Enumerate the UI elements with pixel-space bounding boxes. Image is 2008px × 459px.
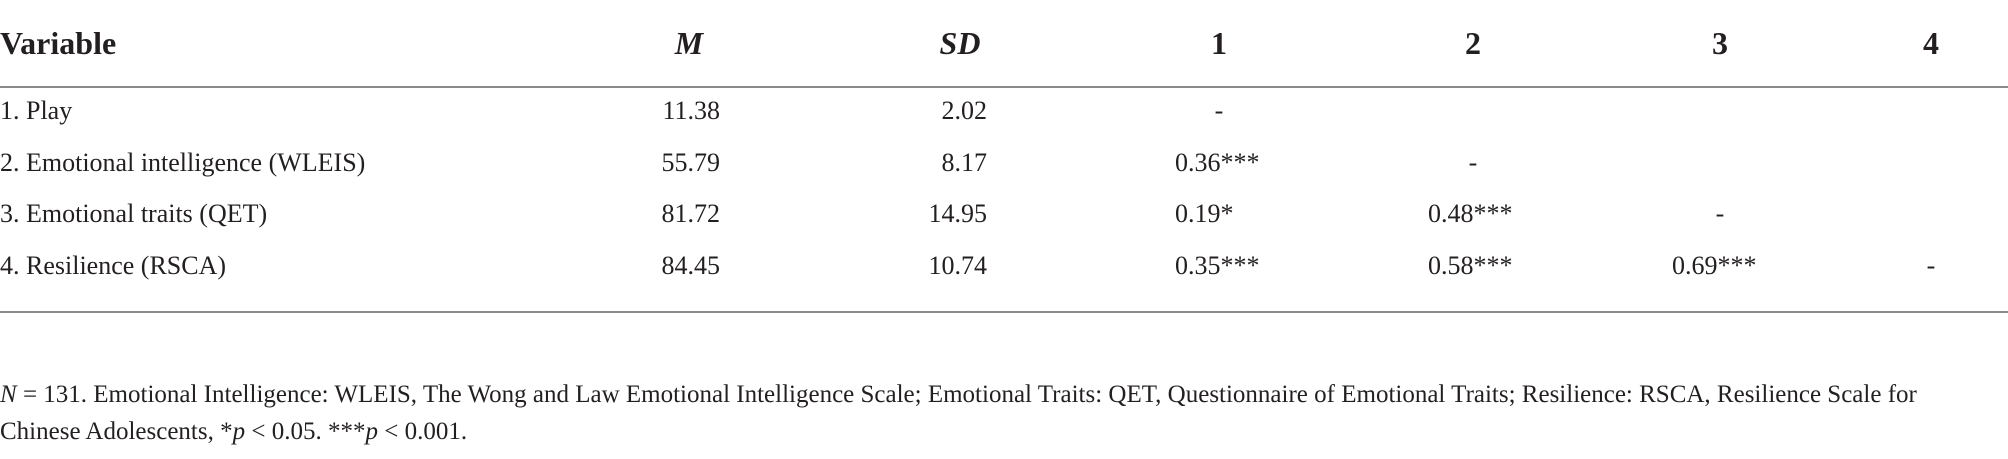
cell: - xyxy=(1926,251,1936,280)
cell: - xyxy=(1214,96,1224,125)
footnote-text: < 0.05. *** xyxy=(245,418,366,445)
cell: 0.48*** xyxy=(1428,199,1513,228)
cell: 2.02 xyxy=(941,96,988,125)
header-rule xyxy=(0,86,2008,88)
column-header: SD xyxy=(939,25,981,61)
footnote-text: p xyxy=(232,418,246,445)
footnote: N = 131. Emotional Intelligence: WLEIS, … xyxy=(0,376,1995,450)
cell: - xyxy=(1715,199,1725,228)
cell: - xyxy=(1468,148,1478,177)
footnote-text: = 131. Emotional Intelligence: WLEIS, Th… xyxy=(0,381,1917,445)
bottom-rule xyxy=(0,311,2008,313)
column-header: 1 xyxy=(1211,25,1227,61)
cell: 0.58*** xyxy=(1428,251,1513,280)
footnote-text: p xyxy=(365,418,378,445)
cell: 11.38 xyxy=(662,96,720,125)
row-label: 1. Play xyxy=(0,96,73,125)
column-header: Variable xyxy=(0,25,117,61)
cell: 14.95 xyxy=(928,199,988,228)
column-header: 4 xyxy=(1923,25,1939,61)
row-label: 2. Emotional intelligence (WLEIS) xyxy=(0,148,366,177)
row-label: 4. Resilience (RSCA) xyxy=(0,251,227,280)
cell: 81.72 xyxy=(661,199,721,228)
row-label: 3. Emotional traits (QET) xyxy=(0,199,268,228)
cell: 0.36*** xyxy=(1175,148,1260,177)
column-header: M xyxy=(674,25,704,61)
cell: 0.19* xyxy=(1175,199,1234,228)
footnote-text: < 0.001. xyxy=(377,418,468,445)
footnote-text: N xyxy=(0,381,17,408)
cell: 84.45 xyxy=(661,251,721,280)
cell: 10.74 xyxy=(928,251,988,280)
column-header: 3 xyxy=(1712,25,1728,61)
column-header: 2 xyxy=(1465,25,1481,61)
cell: 0.35*** xyxy=(1175,251,1260,280)
cell: 55.79 xyxy=(661,148,721,177)
cell: 8.17 xyxy=(941,148,988,177)
cell: 0.69*** xyxy=(1672,251,1757,280)
